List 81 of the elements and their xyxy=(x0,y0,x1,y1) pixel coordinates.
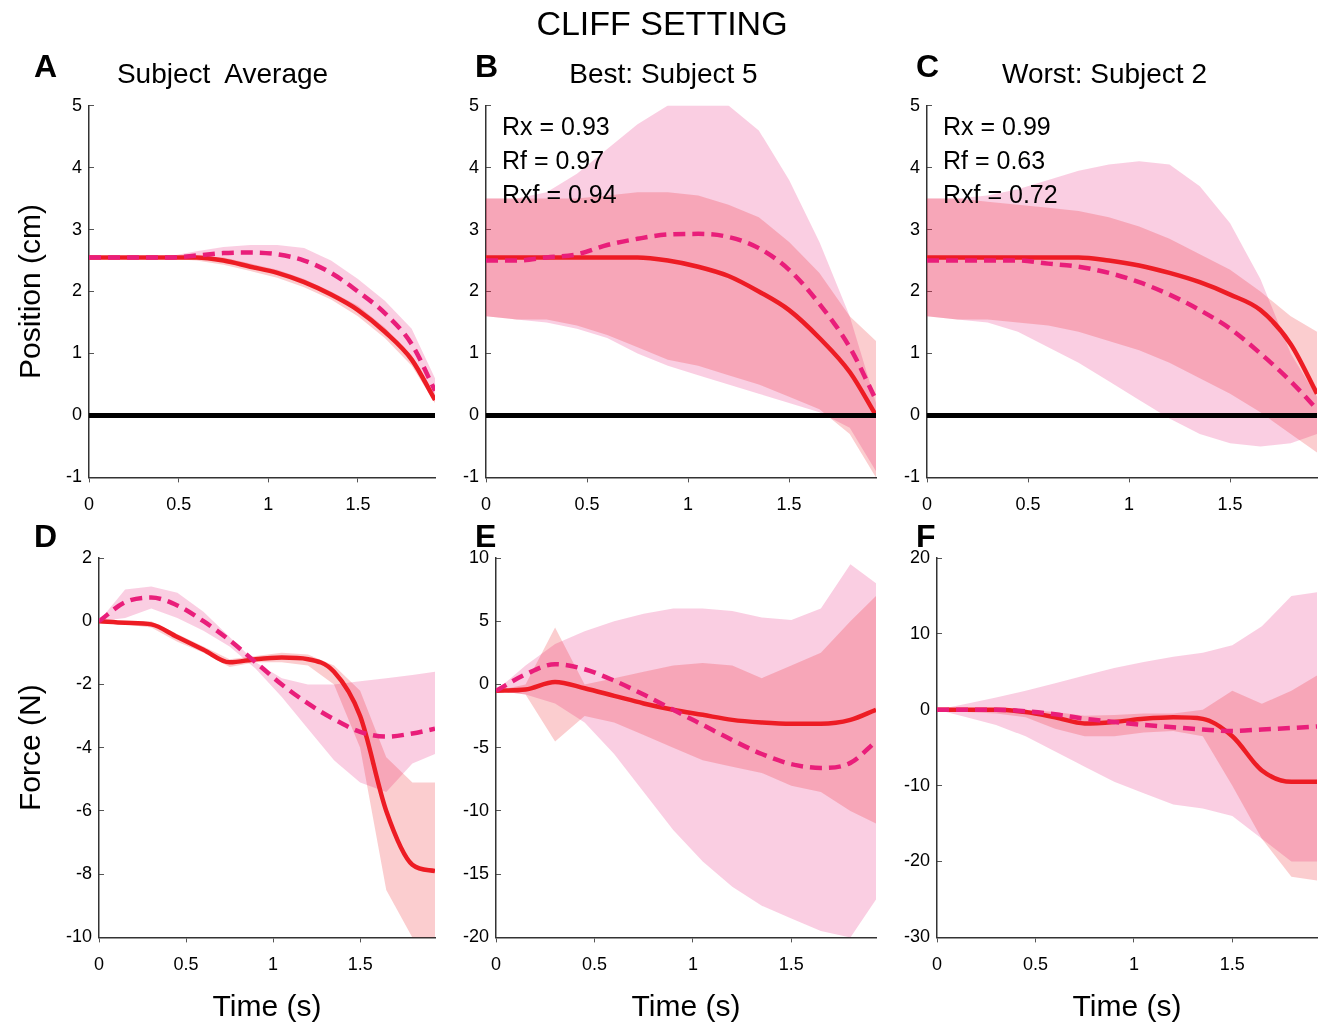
y-tick-label: -10 xyxy=(463,799,490,820)
y-tick-label: -6 xyxy=(76,799,93,820)
y-tick-label: 0 xyxy=(468,404,479,425)
y-tick-label: 5 xyxy=(479,610,490,631)
text: D xyxy=(34,518,58,555)
y-tick-label: 0 xyxy=(82,610,93,631)
y-tick-label: 4 xyxy=(909,156,920,177)
chart-title: Worst: Subject 2 xyxy=(1002,57,1207,89)
y-tick-label: -8 xyxy=(76,863,93,884)
y-tick-label: 5 xyxy=(71,94,82,115)
y-axis-title: Force (N) xyxy=(13,684,47,812)
x-tick-label: 0.5 xyxy=(581,954,607,975)
x-tick-label: 1.5 xyxy=(778,954,804,975)
x-tick-label: 1.5 xyxy=(347,954,373,975)
text: C xyxy=(916,48,940,85)
y-tick-label: 4 xyxy=(71,156,82,177)
y-tick-label: 4 xyxy=(468,156,479,177)
y-tick-label: 2 xyxy=(71,280,82,301)
x-tick-label: 0.5 xyxy=(173,954,199,975)
y-tick-label: 1 xyxy=(71,342,82,363)
x-tick-label: 0.5 xyxy=(1022,954,1048,975)
y-tick-label: -20 xyxy=(904,850,931,871)
y-tick-label: 5 xyxy=(909,94,920,115)
y-tick-label: -1 xyxy=(462,466,479,487)
y-tick-label: 2 xyxy=(468,280,479,301)
x-tick-label: 1.5 xyxy=(776,494,802,515)
annotation: Rxf = 0.72 xyxy=(943,179,1058,208)
x-tick-label: 1 xyxy=(268,954,279,975)
y-tick-label: -1 xyxy=(903,466,920,487)
y-tick-label: 2 xyxy=(82,546,93,567)
x-tick-label: 1 xyxy=(1124,494,1135,515)
x-tick-label: 1.5 xyxy=(1217,494,1243,515)
line-series xyxy=(496,661,876,771)
y-tick-label: -10 xyxy=(66,926,93,947)
y-tick-label: -30 xyxy=(904,926,931,947)
y-tick-label: -5 xyxy=(473,736,490,757)
y-tick-label: 0 xyxy=(71,404,82,425)
x-tick-label: 1 xyxy=(683,494,694,515)
x-tick-label: 1 xyxy=(263,494,274,515)
text: CLIFF SETTING xyxy=(535,4,789,43)
y-tick-label: 1 xyxy=(909,342,920,363)
annotation: Rxf = 0.94 xyxy=(502,179,617,208)
y-tick-label: 3 xyxy=(71,218,82,239)
y-tick-label: -1 xyxy=(65,466,82,487)
chart-title: Best: Subject 5 xyxy=(569,57,758,89)
annotation: Rx = 0.93 xyxy=(502,111,610,140)
y-tick-label: 1 xyxy=(468,342,479,363)
y-axis-title: Position (cm) xyxy=(13,203,47,380)
y-tick-label: 0 xyxy=(909,404,920,425)
line-series xyxy=(496,679,876,726)
y-tick-label: -10 xyxy=(904,774,931,795)
y-tick-label: -20 xyxy=(463,926,490,947)
x-tick-label: 0.5 xyxy=(1015,494,1041,515)
x-axis-title: Time (s) xyxy=(212,989,322,1023)
x-tick-label: 1 xyxy=(1128,954,1139,975)
y-tick-label: 3 xyxy=(468,218,479,239)
x-tick-label: 0.5 xyxy=(166,494,192,515)
x-tick-label: 1.5 xyxy=(1219,954,1245,975)
y-tick-label: -4 xyxy=(76,736,93,757)
y-tick-label: -2 xyxy=(76,673,93,694)
y-tick-label: 2 xyxy=(909,280,920,301)
annotation: Rx = 0.99 xyxy=(943,111,1051,140)
y-tick-label: -15 xyxy=(463,863,490,884)
line-series xyxy=(99,595,435,739)
x-axis-title: Time (s) xyxy=(631,989,741,1023)
y-tick-label: 3 xyxy=(909,218,920,239)
x-tick-label: 0.5 xyxy=(574,494,600,515)
x-tick-label: 1.5 xyxy=(345,494,371,515)
line-series xyxy=(99,618,435,874)
y-tick-label: 5 xyxy=(468,94,479,115)
annotation: Rf = 0.97 xyxy=(502,145,605,174)
line-series xyxy=(937,707,1317,734)
y-tick-label: 10 xyxy=(909,622,931,643)
chart-title: Subject Average xyxy=(116,57,329,89)
y-tick-label: 0 xyxy=(920,698,931,719)
annotation: Rf = 0.63 xyxy=(943,145,1046,174)
y-tick-label: 0 xyxy=(479,673,490,694)
text: B xyxy=(475,48,499,85)
text: A xyxy=(34,48,58,85)
x-tick-label: 1 xyxy=(687,954,698,975)
x-axis-title: Time (s) xyxy=(1072,989,1182,1023)
